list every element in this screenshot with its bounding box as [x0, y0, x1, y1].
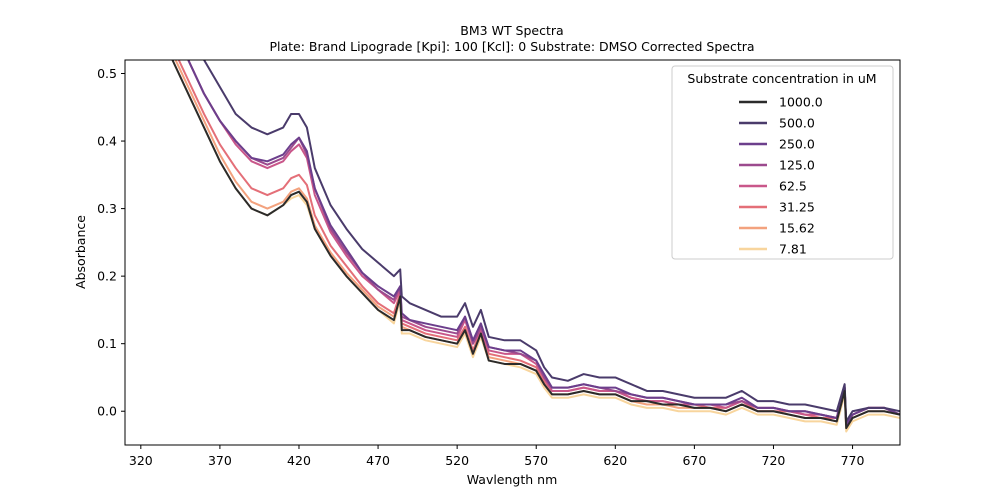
legend-box	[671, 65, 894, 260]
chart-subtitle: Plate: Brand Lipograde [Kpi]: 100 [Kcl]:…	[269, 39, 754, 54]
legend-label: 250.0	[779, 137, 815, 152]
legend-label: 15.62	[779, 221, 815, 236]
x-tick-label: 720	[762, 453, 786, 468]
legend-label: 31.25	[779, 200, 815, 215]
x-tick-label: 370	[208, 453, 232, 468]
y-axis: 0.0 0.1 0.2 0.3 0.4 0.5	[97, 66, 125, 419]
series-line-7-81	[171, 60, 900, 433]
y-tick-label: 0.0	[97, 404, 117, 419]
x-tick-label: 620	[603, 453, 627, 468]
chart-title: BM3 WT Spectra	[460, 23, 563, 38]
legend-label: 125.0	[779, 158, 815, 173]
y-tick-label: 0.3	[97, 201, 117, 216]
series-line-1000-0	[171, 60, 900, 430]
legend-items: 1000.0 500.0 250.0 125.0 62.5 31.25 15.62 7.81	[739, 95, 823, 257]
y-tick-label: 0.4	[97, 134, 117, 149]
legend-label: 62.5	[779, 179, 807, 194]
legend-label: 1000.0	[779, 95, 823, 110]
y-tick-label: 0.2	[97, 269, 117, 284]
series-line-500-0	[202, 60, 900, 423]
x-tick-label: 470	[366, 453, 390, 468]
x-axis-label: Wavlength nm	[467, 472, 558, 487]
x-axis: 320 370 420 470 520 570 620 670 720 770	[129, 445, 865, 468]
x-tick-label: 770	[841, 453, 865, 468]
legend-label: 7.81	[779, 242, 807, 257]
plot-frame	[124, 59, 901, 446]
x-tick-label: 670	[682, 453, 706, 468]
series-line-250-0	[187, 60, 900, 426]
y-axis-label: Absorbance	[73, 215, 88, 289]
y-tick-label: 0.5	[97, 66, 117, 81]
series-lines	[171, 60, 900, 433]
legend-label: 500.0	[779, 116, 815, 131]
legend: Substrate concentration in uM 1000.0 500.…	[671, 65, 894, 260]
x-tick-label: 520	[445, 453, 469, 468]
x-tick-label: 320	[129, 453, 153, 468]
x-tick-label: 570	[524, 453, 548, 468]
legend-title: Substrate concentration in uM	[687, 71, 876, 86]
x-tick-label: 420	[287, 453, 311, 468]
y-tick-label: 0.1	[97, 336, 117, 351]
